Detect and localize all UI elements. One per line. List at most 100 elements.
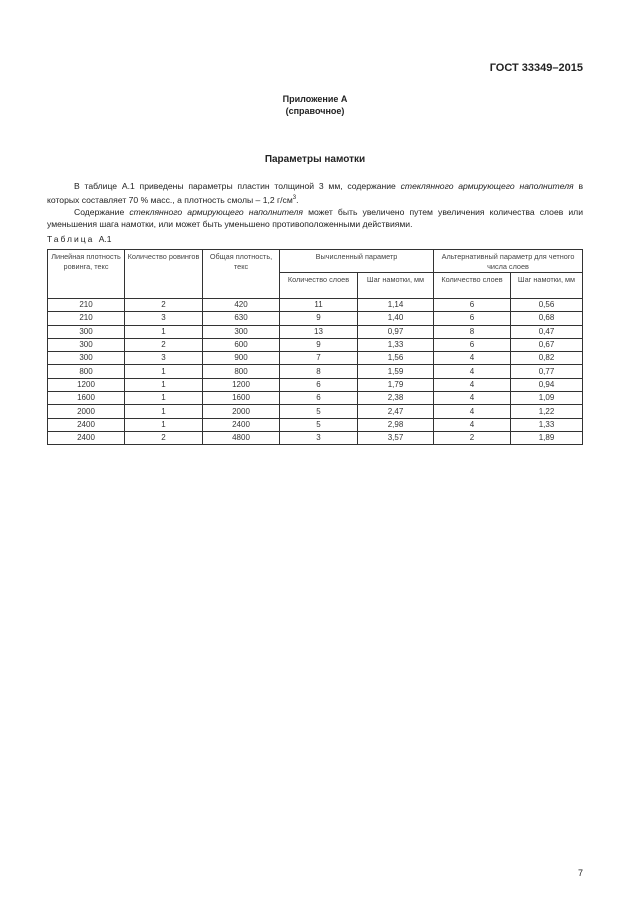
subheader-cell: Количество слоев [279,272,358,299]
table-row: 800 1 800 8 1,59 4 0,77 [47,364,583,379]
text: в которых составляет 70 % масс., а плотн… [47,181,584,205]
table-cell: 1 [124,391,203,406]
table-cell: 1 [124,324,203,339]
table-cell: 3 [279,430,358,446]
appendix-subtitle: (справочное) [285,106,345,116]
table-cell: 800 [202,364,280,379]
paragraph-1: В таблице А.1 приведены параметры пласти… [47,180,583,230]
table-cell: 3 [124,311,203,326]
header-cell: Количество ровингов [124,249,203,299]
table-cell: 1600 [47,391,125,406]
caption-number: А.1 [98,234,112,244]
header-cell: Вычисленный параметр [279,249,434,273]
table-cell: 2,38 [357,391,434,406]
italic-term: стеклянного армирующего наполнителя [400,181,574,191]
table-cell: 5 [279,404,358,419]
table-cell: 800 [47,364,125,379]
table-cell: 6 [279,391,358,406]
text: может быть увеличено путем увеличения ко… [47,206,583,229]
page-number: 7 [577,868,583,878]
table-cell: 1,56 [357,351,434,366]
table-cell: 6 [279,377,358,393]
section-title: Параметры намотки [264,154,366,165]
table-cell: 8 [433,324,511,339]
table-row: 210 2 420 11 1,14 6 0,56 [47,297,583,313]
table-row: 2000 1 2000 5 2,47 4 1,22 [47,404,583,419]
table-cell: 2,47 [357,404,434,419]
table-cell: 300 [47,337,125,353]
table-cell: 3,57 [357,430,434,446]
table-cell: 1 [124,404,203,419]
table-cell: 630 [202,311,280,326]
table-cell: 210 [47,297,125,313]
table-cell: 9 [279,337,358,353]
table-cell: 900 [202,351,280,366]
appendix-heading: Приложение А (справочное) [0,93,630,117]
table-cell: 1,79 [357,377,434,393]
table-caption: Таблица А.1 [47,234,111,244]
text: . [296,194,299,205]
table-cell: 9 [279,311,358,326]
table-cell: 2000 [202,404,280,419]
table-row: 1200 1 1200 6 1,79 4 0,94 [47,377,583,393]
table-row: 1600 1 1600 6 2,38 4 1,09 [47,391,583,406]
table-cell: 0,97 [357,324,434,339]
table-cell: 2 [433,430,511,446]
text: Содержание [74,206,130,217]
subheader-cell: Шаг намотки, мм [357,272,434,299]
table-cell: 4 [433,391,511,406]
table-cell: 1200 [202,377,280,393]
appendix-title: Приложение А [282,94,348,104]
table-row: 300 2 600 9 1,33 6 0,67 [47,337,583,353]
table-cell: 0,94 [510,377,583,393]
document-id: ГОСТ 33349–2015 [489,62,583,74]
table-cell: 600 [202,337,280,353]
header-cell: Линейная плотность ровинга, текс [47,249,125,299]
table-row: 300 3 900 7 1,56 4 0,82 [47,351,583,366]
header-cell: Общая плотность, текс [202,249,280,299]
superscript: 3 [292,195,297,201]
table-row: 210 3 630 9 1,40 6 0,68 [47,311,583,326]
table-cell: 1,40 [357,311,434,326]
table-cell: 0,77 [510,364,583,379]
table-cell: 1,33 [357,337,434,353]
table-cell: 3 [124,351,203,366]
table-cell: 4 [433,364,511,379]
table-cell: 1,14 [357,297,434,313]
table-cell: 13 [279,324,358,339]
table-cell: 5 [279,417,358,432]
header-cell: Альтернативный параметр для четного числ… [433,249,583,273]
table-cell: 7 [279,351,358,366]
table-cell: 2400 [47,430,125,446]
table-cell: 6 [433,297,511,313]
table-cell: 420 [202,297,280,313]
table-cell: 1 [124,364,203,379]
table-cell: 6 [433,311,511,326]
table-cell: 1,33 [510,417,583,432]
table-cell: 2,98 [357,417,434,432]
table-cell: 1,09 [510,391,583,406]
table-cell: 8 [279,364,358,379]
table-cell: 2000 [47,404,125,419]
table-cell: 300 [202,324,280,339]
table-cell: 1,89 [510,430,583,446]
table-cell: 4800 [202,430,280,446]
table-cell: 1600 [202,391,280,406]
table-cell: 0,56 [510,297,583,313]
table-row: 300 1 300 13 0,97 8 0,47 [47,324,583,339]
table-cell: 1 [124,377,203,393]
table-cell: 0,68 [510,311,583,326]
table-cell: 1,22 [510,404,583,419]
table-cell: 11 [279,297,358,313]
table-cell: 2 [124,297,203,313]
table-cell: 300 [47,324,125,339]
italic-term: стеклянного армирующего наполнителя [129,206,303,217]
table-cell: 300 [47,351,125,366]
table-row: 2400 2 4800 3 3,57 2 1,89 [47,430,583,446]
table-row: 2400 1 2400 5 2,98 4 1,33 [47,417,583,432]
table-cell: 1200 [47,377,125,393]
table-cell: 4 [433,404,511,419]
table-cell: 1 [124,417,203,432]
table-cell: 4 [433,351,511,366]
table-cell: 4 [433,417,511,432]
